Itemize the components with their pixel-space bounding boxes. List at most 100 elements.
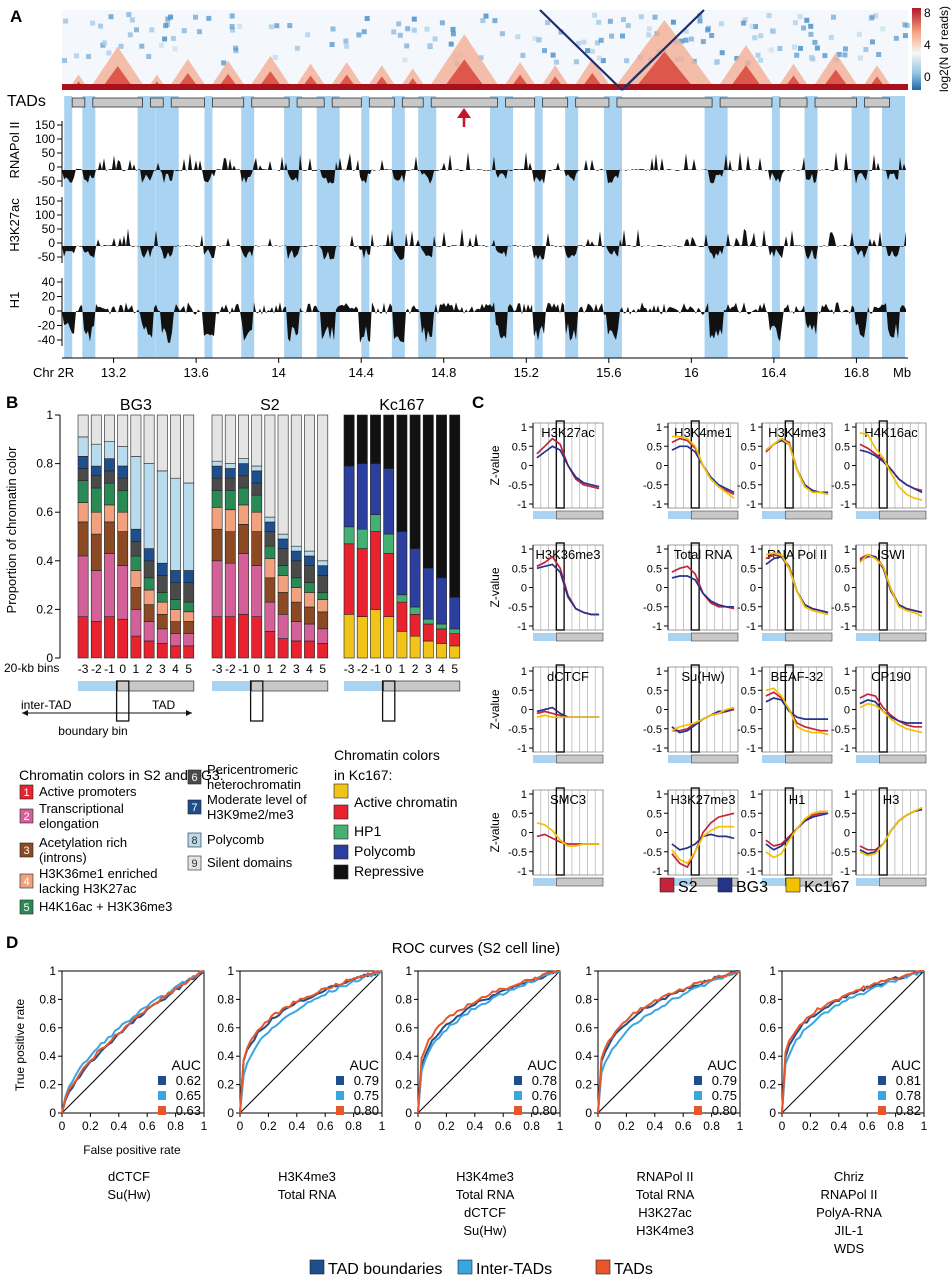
bin-label: 3 [293, 662, 300, 676]
stacked-bar-segment [224, 489, 236, 510]
stacked-bar-segment [343, 465, 355, 528]
roc-frame [597, 970, 741, 1114]
roc-feature-label: PolyA-RNA [816, 1205, 882, 1220]
profile-ytick-label: 1 [844, 422, 850, 434]
profile-plot-beaf-32: 1 0.5 0 -0.5 -1 BEAF-32 [737, 664, 833, 764]
roc-xtick-label: 0.6 [859, 1119, 876, 1133]
profile-plot-h3k4me3: 1 0.5 0 -0.5 -1 H3K4me3 [737, 420, 833, 520]
legend-label: (introns) [39, 850, 87, 865]
roc-xtick-label: 1 [737, 1119, 744, 1133]
inter-tad-band [565, 96, 579, 358]
stacked-bar-segment [156, 575, 168, 593]
stacked-bar-segment [251, 482, 263, 496]
panel-a: A 840 log2(N of reads) TADs RNAPol II 1501… [7, 6, 951, 380]
profile-line-bg3 [859, 699, 923, 724]
auc-swatch [158, 1076, 166, 1085]
panel-letter-c: C [472, 393, 484, 412]
stacked-bar-segment [117, 618, 129, 659]
stacked-bar-segment [170, 621, 181, 634]
roc-xtick-label: 0 [779, 1119, 786, 1133]
auc-swatch [336, 1076, 344, 1085]
roc-xtick-label: 0.2 [438, 1119, 455, 1133]
mb-tick-label: 16.8 [844, 365, 869, 380]
profile-line-kc167 [765, 437, 829, 496]
track-tick-label: 150 [35, 118, 55, 132]
track-tick-label: 100 [35, 208, 55, 222]
colorbar: 8 4 0 log2(N of reads) [912, 6, 951, 92]
stacked-bar-segment [317, 575, 329, 593]
inter-tad-band [851, 96, 870, 358]
boundary-bin-box [115, 680, 130, 722]
legend2-swatch [333, 864, 349, 880]
stacked-bar-segment [143, 463, 155, 549]
roc-xtick-label: 1 [201, 1119, 208, 1133]
hic-pixel [102, 40, 107, 46]
stacked-bar-segment [251, 531, 263, 566]
tad-box [401, 97, 424, 108]
stacked-bar-segment [224, 509, 236, 532]
profile-title: CP190 [871, 669, 911, 684]
stacked-bar-segment [183, 482, 195, 571]
legend2-swatch [333, 783, 349, 799]
roc-xtick-label: 0.8 [887, 1119, 904, 1133]
hic-pixel [129, 17, 135, 23]
profile-ytick-label: -1 [652, 866, 662, 878]
stacked-bar-segment [183, 633, 195, 647]
tad-box [430, 97, 498, 108]
roc-ytick-label: 0.8 [395, 992, 412, 1006]
roc-xtick-label: 1 [557, 1119, 564, 1133]
roc-ytick-label: 0 [49, 1106, 56, 1120]
hic-pixel [709, 33, 715, 38]
stacked-bar-segment [156, 613, 168, 630]
profile-strip-tad [556, 754, 604, 764]
profile-line-bg3 [536, 445, 600, 488]
hic-pixel [589, 48, 595, 54]
stacked-bar-segment [343, 613, 355, 659]
stacked-bar-segment [422, 618, 434, 625]
hic-pixel [448, 41, 454, 47]
roc-plot-5: 000.20.20.40.40.60.60.80.811AUC0.810.780… [759, 964, 927, 1256]
roc-feature-label: Su(Hw) [463, 1223, 506, 1238]
profile-ytick-label: -0.5 [831, 724, 850, 736]
cell-line-label: BG3 [736, 879, 768, 896]
hic-pixel [287, 23, 293, 29]
stacked-bar-segment [183, 582, 195, 603]
profile-ytick-label: 1 [750, 422, 756, 434]
stacked-bar-segment [290, 550, 302, 562]
hic-pixel [106, 50, 112, 56]
stacked-bar-segment [77, 468, 89, 481]
tad-box [170, 97, 205, 108]
legend2-swatch [333, 804, 349, 820]
stacked-bar-segment [90, 533, 102, 571]
stacked-bar-segment [317, 560, 329, 566]
profile-plot-iswi: 1 0.5 0 -0.5 -1 ISWI [831, 542, 927, 642]
stacked-bar-segment [251, 414, 263, 467]
inter-tad-band [804, 96, 818, 358]
stacked-bar-segment [317, 599, 329, 613]
panel-letter-b: B [6, 393, 18, 412]
hic-pixel [697, 18, 703, 24]
roc-ytick-label: 1 [405, 964, 412, 978]
profile-plot-cp190: 1 0.5 0 -0.5 -1 CP190 [831, 664, 927, 764]
roc-feature-label: dCTCF [108, 1169, 150, 1184]
roc-ytick-label: 0.8 [759, 992, 776, 1006]
auc-value: 0.78 [532, 1073, 557, 1088]
profile-ylabel: Z-value [488, 445, 502, 485]
profile-strip-tad [691, 632, 739, 642]
track-tick-label: -50 [38, 174, 56, 188]
hic-domain-core [442, 59, 487, 90]
profile-strip-tad [879, 510, 927, 520]
stacked-bar-segment [104, 616, 115, 659]
boundary-bin-box [381, 680, 396, 722]
bin-label: -1 [238, 662, 249, 676]
auc-value: 0.80 [712, 1103, 737, 1118]
stacked-bar-segment [77, 555, 89, 618]
profile-ytick-label: 0 [521, 461, 527, 473]
hic-pixel [646, 32, 652, 38]
inter-tad-band [155, 96, 179, 358]
tads-label: TADs [7, 93, 46, 110]
hic-pixel [118, 43, 124, 49]
roc-feature-label: dCTCF [464, 1205, 506, 1220]
hic-pixel [600, 58, 606, 64]
chromatin-legend-s2-bg3: 1 Active promoters 2 Transcriptionalelongat… [19, 762, 307, 915]
